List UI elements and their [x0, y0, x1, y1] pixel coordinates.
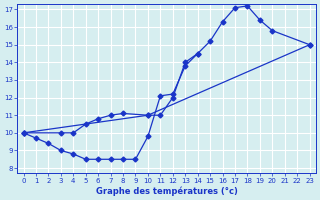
X-axis label: Graphe des températures (°c): Graphe des températures (°c)	[96, 186, 237, 196]
